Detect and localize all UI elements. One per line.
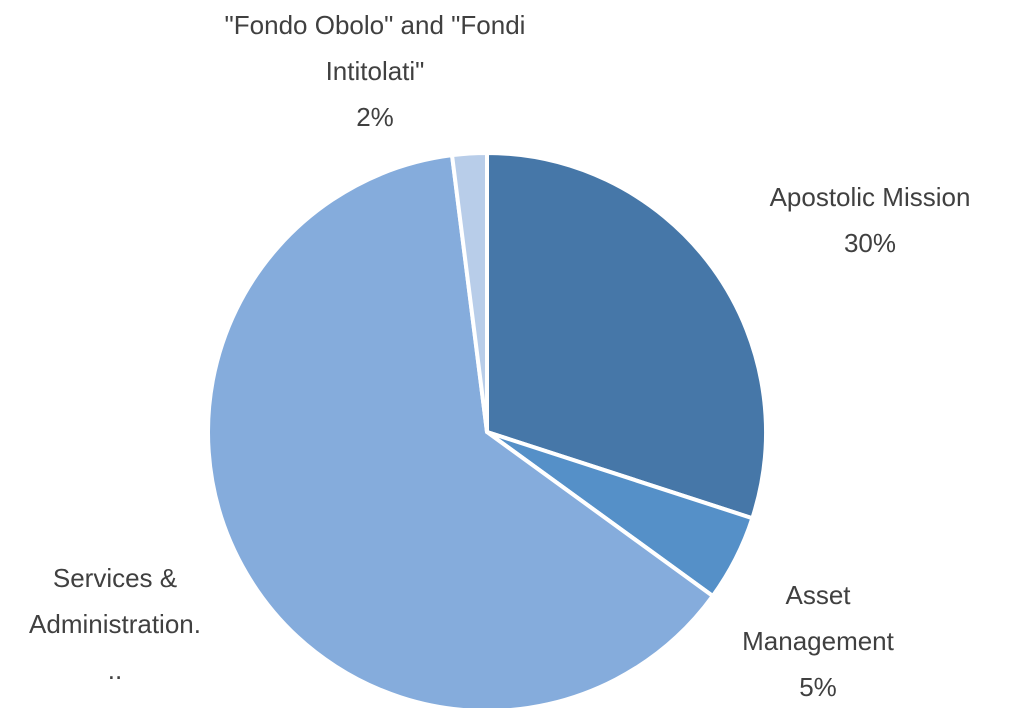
pie-slice (450, 151, 489, 434)
category-name: Asset Management (742, 580, 894, 656)
category-name: Services & Administration... (29, 563, 201, 685)
slice-label: "Fondo Obolo" and "Fondi Intitolati" 2% (215, 2, 535, 140)
pie-slice (206, 153, 715, 708)
category-name: Apostolic Mission (769, 182, 971, 212)
value-label: 5% (799, 672, 837, 702)
pie-slice (485, 151, 768, 521)
value-label: 30% (843, 228, 897, 258)
slice-label: Apostolic Mission 30% (725, 174, 1010, 266)
value-label: 2% (356, 102, 394, 132)
category-name: "Fondo Obolo" and "Fondi Intitolati" (224, 10, 526, 86)
slice-label: Asset Management 5% (718, 572, 918, 708)
slice-label: Services & Administration... (29, 555, 201, 693)
